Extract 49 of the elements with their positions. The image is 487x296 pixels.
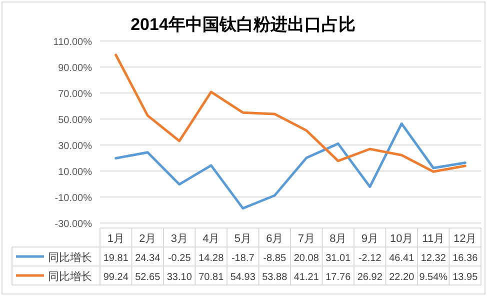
x-tick-label: 8月 — [330, 233, 347, 245]
data-label: 99.24 — [103, 272, 129, 283]
x-tick-label: 7月 — [298, 233, 315, 245]
x-tick-label: 3月 — [170, 233, 188, 245]
y-tick-label: -30.00% — [54, 219, 92, 230]
x-tick-label: 6月 — [266, 233, 284, 245]
data-label: -8.85 — [263, 253, 286, 264]
x-tick-label: 4月 — [202, 233, 220, 245]
data-label: 12.32 — [420, 253, 446, 264]
data-label: 24.34 — [135, 253, 161, 264]
data-label: 14.28 — [198, 253, 224, 264]
line-series — [114, 122, 466, 210]
x-tick-label: 10月 — [390, 233, 414, 245]
x-tick-label: 2月 — [139, 233, 156, 245]
y-tick-label: 50.00% — [58, 115, 92, 126]
y-tick-label: 30.00% — [58, 141, 92, 152]
y-tick-label: 110.00% — [53, 37, 92, 48]
data-label: 33.10 — [166, 272, 192, 283]
data-label: 22.20 — [389, 272, 415, 283]
data-label: 70.81 — [198, 272, 224, 283]
data-label: 9.54% — [419, 272, 448, 283]
legend-label: 同比增长 — [48, 251, 92, 264]
data-label: 46.41 — [389, 253, 415, 264]
y-tick-label: 90.00% — [58, 63, 92, 74]
x-tick-label: 11月 — [422, 233, 445, 245]
data-label: 54.93 — [230, 272, 256, 283]
data-label: -0.25 — [168, 253, 192, 264]
data-label: 41.21 — [294, 272, 320, 283]
data-label: 53.88 — [262, 272, 288, 283]
data-label: 17.76 — [326, 272, 352, 283]
line-series — [114, 54, 466, 173]
x-tick-label: 9月 — [361, 233, 378, 245]
data-label: 13.95 — [452, 272, 478, 283]
data-label: 20.08 — [294, 253, 320, 264]
chart-title: 2014年中国钛白粉进出口占比 — [130, 15, 356, 34]
x-tick-label: 12月 — [454, 233, 477, 245]
y-tick-label: 10.00% — [58, 167, 92, 178]
data-label: 52.65 — [135, 272, 161, 283]
y-tick-label: -10.00% — [54, 193, 92, 204]
data-label: 19.81 — [103, 253, 129, 264]
data-label: 26.92 — [357, 272, 383, 283]
x-tick-label: 1月 — [107, 233, 124, 245]
data-label: 31.01 — [326, 253, 352, 264]
data-label: -18.7 — [231, 253, 255, 264]
data-label: 16.36 — [452, 253, 478, 264]
x-tick-label: 5月 — [234, 233, 252, 245]
legend-label: 同比增长 — [48, 270, 92, 283]
y-tick-label: 70.00% — [58, 89, 92, 100]
data-label: -2.12 — [358, 253, 382, 264]
